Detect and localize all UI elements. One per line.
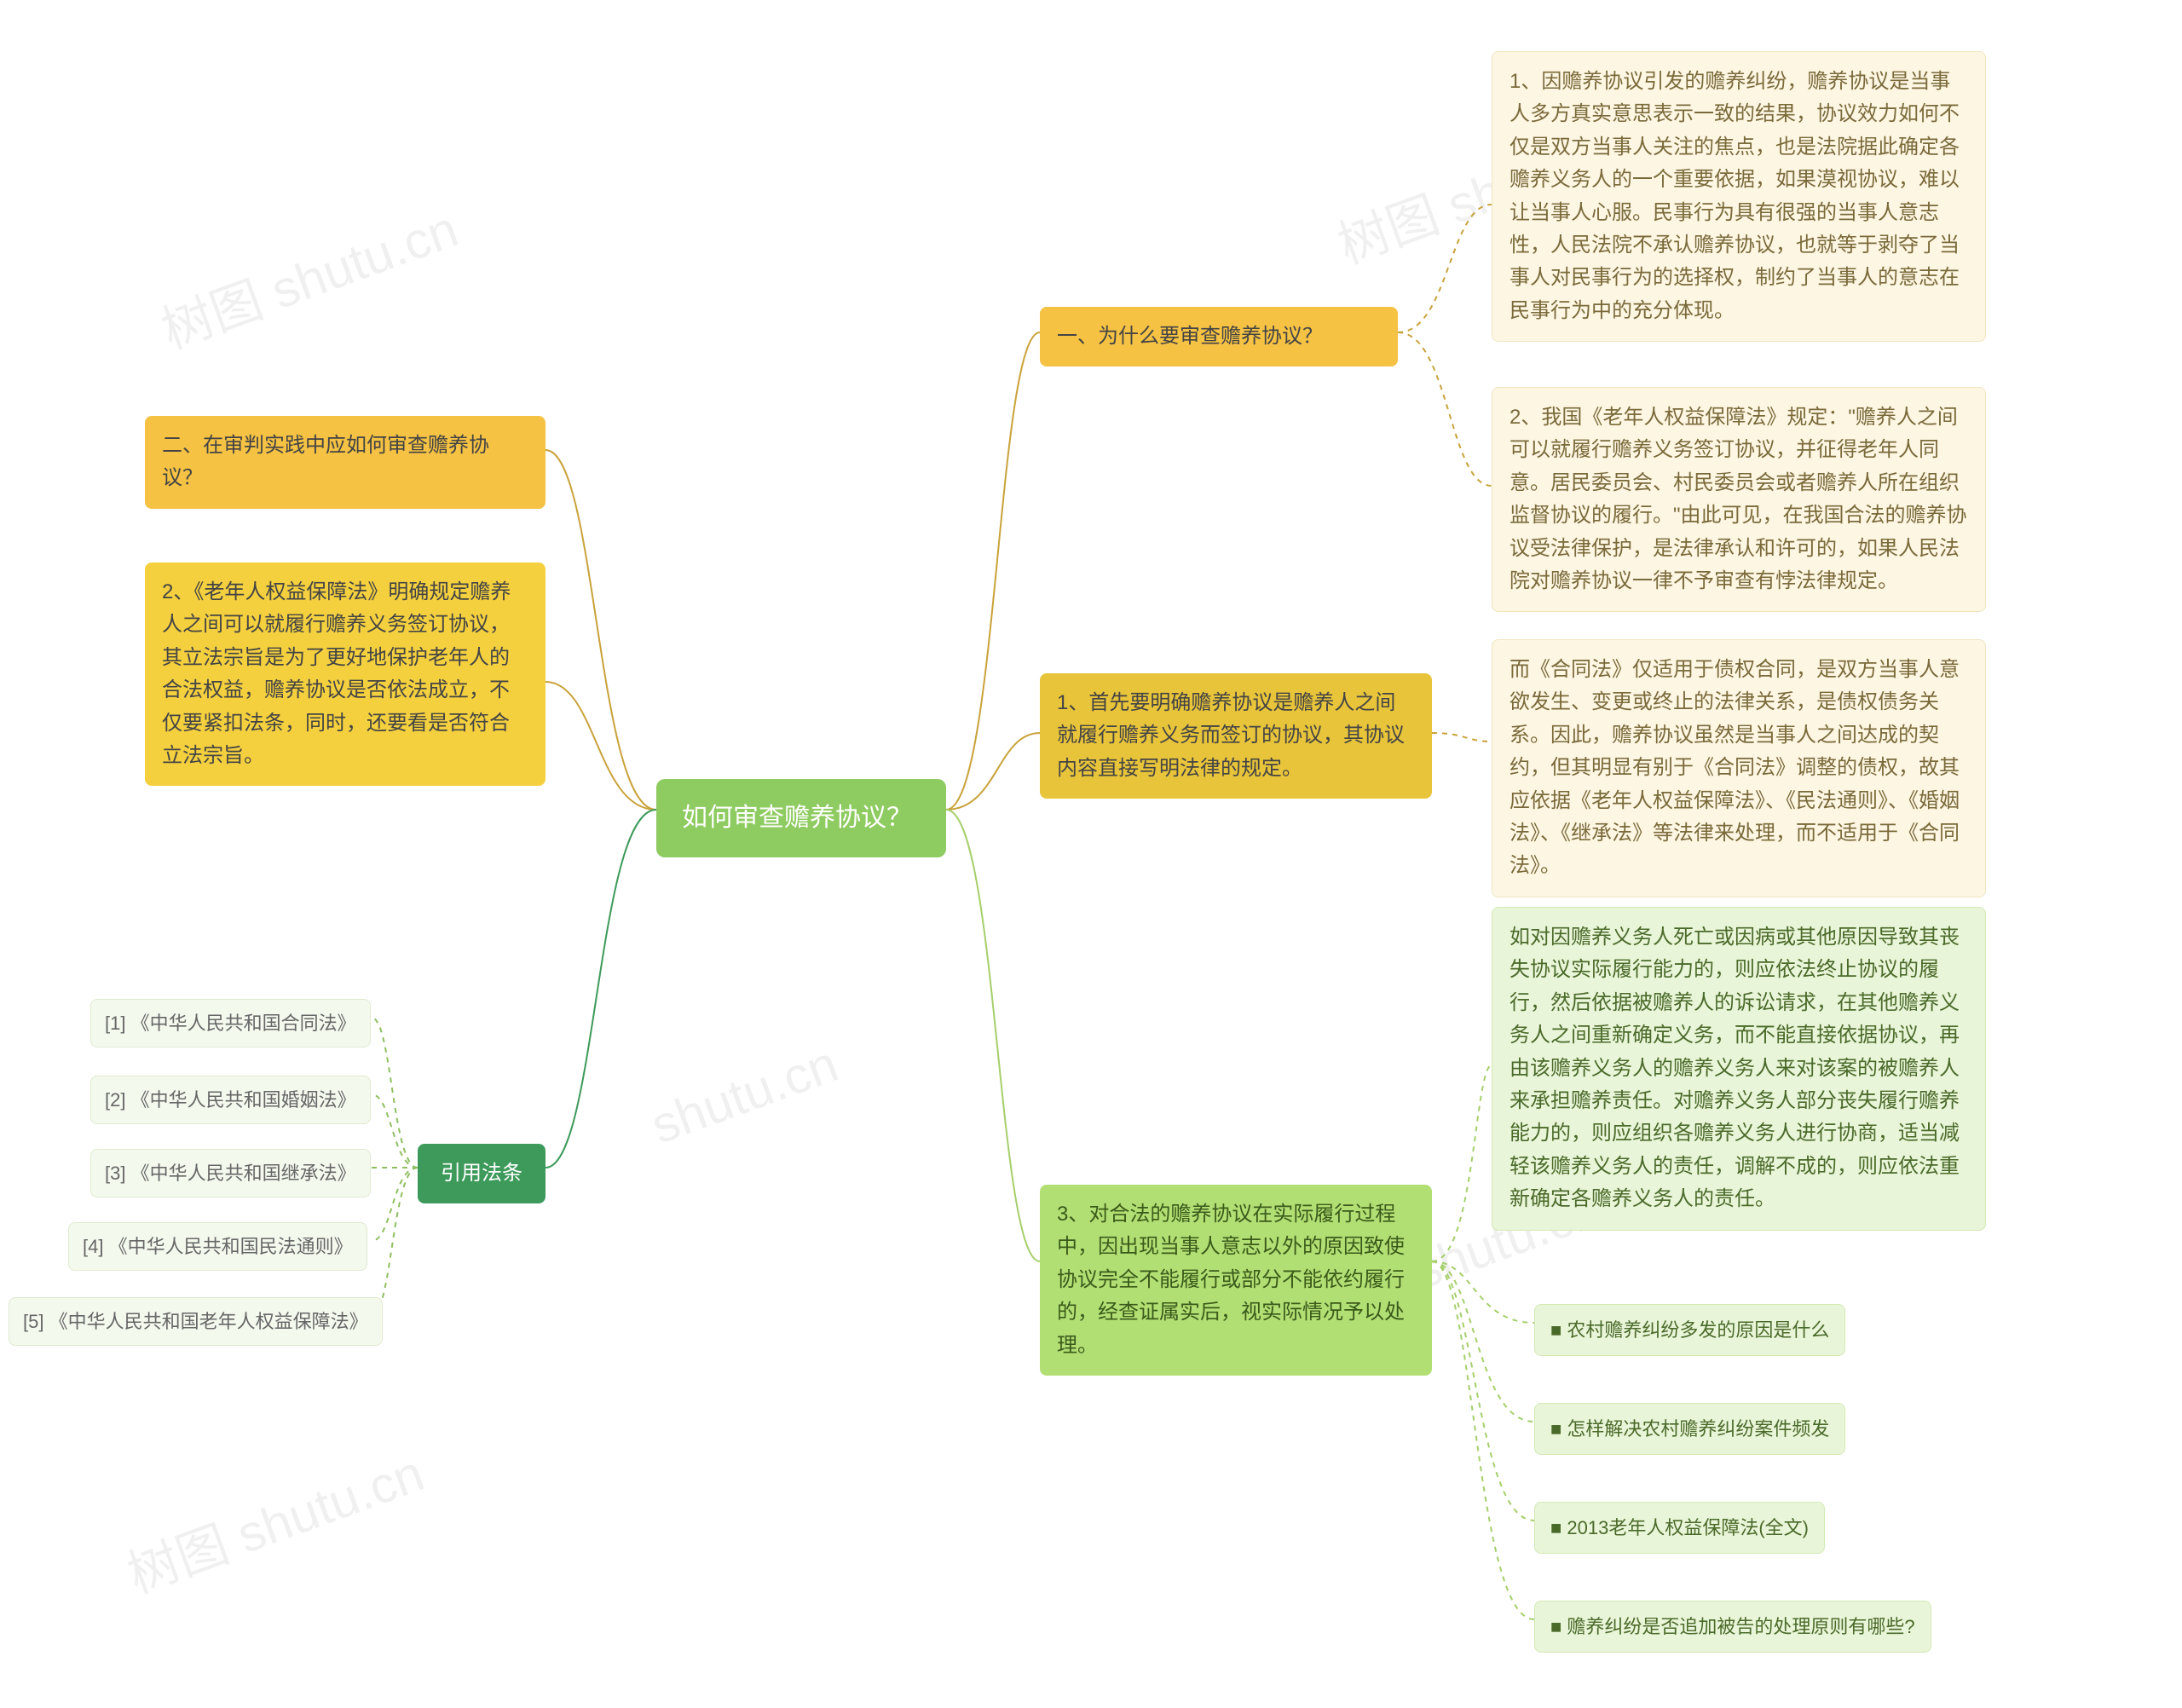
related-link: ■ 2013老年人权益保障法(全文) (1534, 1502, 1825, 1554)
root-node: 如何审查赡养协议？ (656, 779, 946, 857)
references-label: 引用法条 (418, 1144, 546, 1203)
related-link: ■ 农村赡养纠纷多发的原因是什么 (1534, 1304, 1845, 1356)
right-p1-detail: 而《合同法》仅适用于债权合同，是双方当事人意欲发生、变更或终止的法律关系，是债权… (1492, 639, 1986, 897)
left-heading-2: 二、在审判实践中应如何审查赡养协议？ (145, 416, 546, 509)
right-p3-detail: 如对因赡养义务人死亡或因病或其他原因导致其丧失协议实际履行能力的，则应依法终止协… (1492, 907, 1986, 1231)
left-para-2: 2、《老年人权益保障法》明确规定赡养人之间可以就履行赡养义务签订协议，其立法宗旨… (145, 563, 546, 786)
right-q1-detail-1: 1、因赡养协议引发的赡养纠纷，赡养协议是当事人多方真实意思表示一致的结果，协议效… (1492, 51, 1986, 342)
reference-item: [2] 《中华人民共和国婚姻法》 (90, 1076, 371, 1124)
reference-item: [3] 《中华人民共和国继承法》 (90, 1149, 371, 1197)
reference-item: [1] 《中华人民共和国合同法》 (90, 999, 371, 1047)
watermark: 树图 shutu.cn (150, 188, 466, 363)
watermark: 树图 shutu.cn (116, 1432, 432, 1607)
related-link: ■ 赡养纠纷是否追加被告的处理原则有哪些? (1534, 1601, 1931, 1653)
right-q1-detail-2: 2、我国《老年人权益保障法》规定："赡养人之间可以就履行赡养义务签订协议，并征得… (1492, 387, 1986, 612)
right-q1: 一、为什么要审查赡养协议？ (1040, 307, 1398, 366)
watermark: shutu.cn (644, 1034, 846, 1155)
right-p3: 3、对合法的赡养协议在实际履行过程中，因出现当事人意志以外的原因致使协议完全不能… (1040, 1185, 1432, 1376)
related-link: ■ 怎样解决农村赡养纠纷案件频发 (1534, 1403, 1845, 1455)
right-p1: 1、首先要明确赡养协议是赡养人之间就履行赡养义务而签订的协议，其协议内容直接写明… (1040, 673, 1432, 799)
reference-item: [5] 《中华人民共和国老年人权益保障法》 (9, 1297, 383, 1346)
reference-item: [4] 《中华人民共和国民法通则》 (68, 1222, 367, 1271)
